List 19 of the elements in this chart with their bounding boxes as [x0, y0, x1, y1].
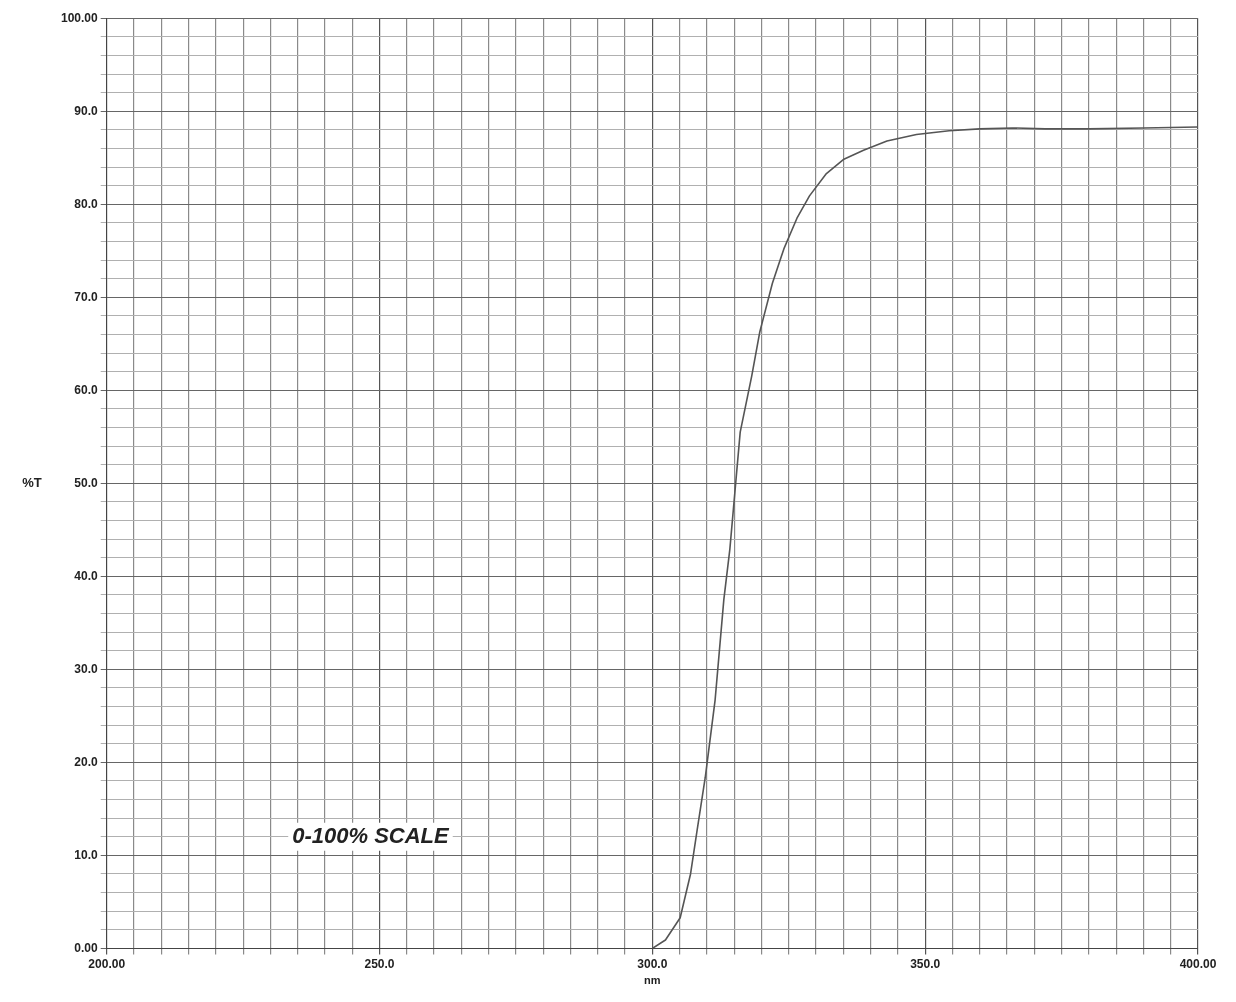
- x-tick-label: 250.0: [364, 956, 395, 971]
- y-tick-label: 60.0: [74, 382, 99, 397]
- x-tick-label: 200.00: [88, 956, 126, 971]
- y-tick-label: 50.0: [74, 475, 99, 490]
- y-tick-label: 20.0: [74, 754, 99, 769]
- x-tick-label: 300.0: [637, 956, 668, 971]
- y-tick-label: 30.0: [74, 661, 99, 676]
- y-tick-label: 10.0: [74, 847, 99, 862]
- y-tick-label: 100.00: [61, 10, 99, 25]
- y-tick-label: 90.0: [74, 103, 99, 118]
- y-tick-label: 80.0: [74, 196, 99, 211]
- x-tick-label: 350.0: [910, 956, 941, 971]
- x-tick-label: 400.00: [1179, 956, 1217, 971]
- x-axis-title: nm: [644, 974, 661, 987]
- annotation: 0-100% SCALE: [292, 822, 451, 848]
- y-tick-label: 40.0: [74, 568, 99, 583]
- y-tick-label: 70.0: [74, 289, 99, 304]
- y-axis-title: %T: [22, 474, 42, 490]
- y-tick-label: 0.00: [74, 940, 99, 955]
